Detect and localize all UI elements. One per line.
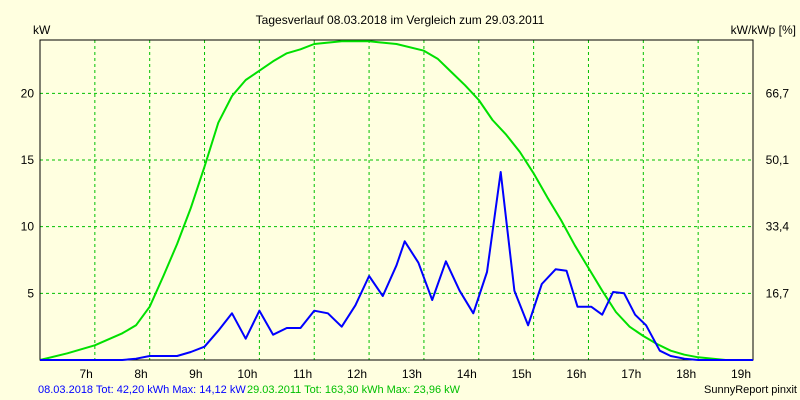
x-tick-label: 8h [134, 367, 147, 381]
plot-frame [39, 39, 754, 361]
y-tick-label-left: 20 [21, 86, 35, 100]
x-tick-label: 7h [79, 367, 92, 381]
series-line-29-03-2011 [39, 40, 753, 361]
x-tick-label: 18h [676, 367, 696, 381]
x-tick-label: 12h [347, 367, 367, 381]
series-line-08-03-2018 [40, 171, 753, 361]
y-tick-label-right: 16,7 [766, 286, 790, 300]
footer-series1-summary: 08.03.2018 Tot: 42,20 kWh Max: 14,12 kW [38, 384, 246, 396]
y-tick-label-right: 66,7 [766, 86, 790, 100]
y-axis-label-left: kW [33, 23, 51, 37]
tick-labels: 7h 8h 9h 10h 11h 12h 13h 14h 15h 16h 17h 18h 19h 5 10 1… [21, 86, 790, 381]
footer-credit: SunnyReport pinxit [704, 384, 797, 396]
x-tick-label: 14h [457, 367, 477, 381]
y-axis-label-right: kW/kWp [%] [731, 23, 796, 37]
y-tick-label-left: 15 [21, 153, 35, 167]
x-tick-label: 9h [189, 367, 202, 381]
x-tick-label: 19h [731, 367, 751, 381]
x-tick-label: 17h [621, 367, 641, 381]
y-tick-label-left: 10 [21, 220, 35, 234]
y-tick-label-left: 5 [27, 286, 34, 300]
x-tick-label: 15h [512, 367, 532, 381]
footer-series2-summary: 29.03.2011 Tot: 163,30 kWh Max: 23,96 kW [247, 384, 461, 396]
y-tick-label-right: 33,4 [766, 220, 790, 234]
series-layer [39, 40, 753, 361]
x-tick-label: 10h [237, 367, 257, 381]
x-tick-label: 11h [293, 367, 312, 381]
x-tick-label: 16h [566, 367, 586, 381]
y-tick-label-right: 50,1 [766, 153, 790, 167]
chart-title: Tagesverlauf 08.03.2018 im Vergleich zum… [256, 13, 545, 27]
x-tick-label: 13h [402, 367, 422, 381]
